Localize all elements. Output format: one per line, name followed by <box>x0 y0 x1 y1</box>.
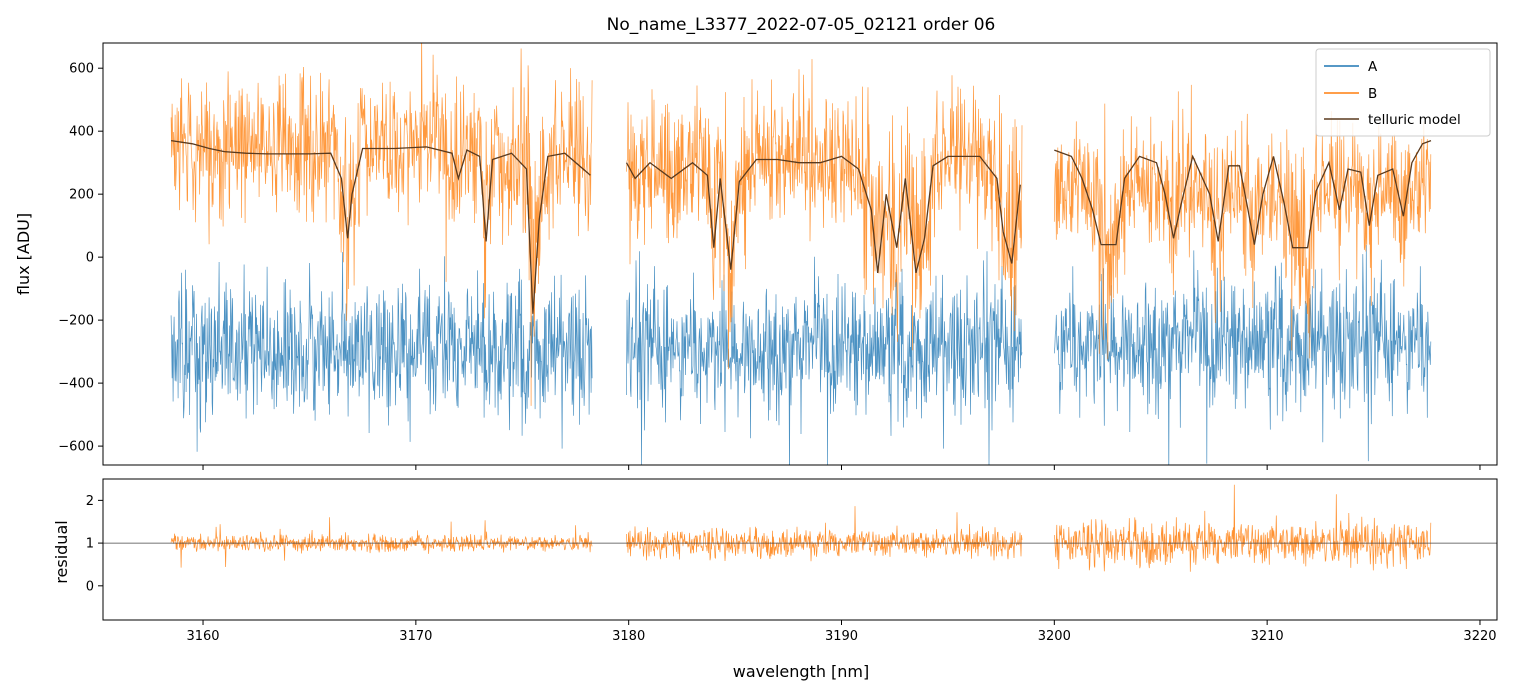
top-y-tick-label: −600 <box>58 440 94 455</box>
x-tick-label: 3190 <box>825 629 858 644</box>
telluric-model-line <box>171 139 1432 314</box>
bottom-axes-frame <box>102 478 1498 621</box>
bottom-y-ticks: 0 1 2 <box>86 494 103 594</box>
bottom-y-tick-label: 2 <box>86 494 94 509</box>
x-tick-label: 3180 <box>612 629 645 644</box>
legend-box <box>1315 48 1491 137</box>
top-y-tick-label: −400 <box>58 377 94 392</box>
x-axis-label: wavelength [nm] <box>733 662 870 681</box>
bottom-y-tick-label: 0 <box>86 579 94 594</box>
bottom-x-ticks: 3160 3170 3180 3190 3200 3210 3220 <box>186 620 1497 644</box>
x-tick-label: 3200 <box>1038 629 1071 644</box>
x-tick-label: 3220 <box>1463 629 1496 644</box>
top-plot-area <box>170 43 1432 465</box>
x-tick-label: 3210 <box>1251 629 1284 644</box>
bottom-y-axis-label: residual <box>52 520 71 583</box>
bottom-y-tick-label: 1 <box>86 537 94 552</box>
top-y-tick-label: 200 <box>69 188 94 203</box>
residual-line <box>170 484 1432 572</box>
top-panel: −600 −400 −200 0 200 400 600 flux [ADU] A B te… <box>14 42 1498 470</box>
bottom-plot-area <box>103 484 1497 572</box>
series-a-line <box>170 244 1432 465</box>
top-y-tick-label: 400 <box>69 125 94 140</box>
top-y-ticks: −600 −400 −200 0 200 400 600 <box>58 62 103 455</box>
x-tick-label: 3160 <box>186 629 219 644</box>
top-y-axis-label: flux [ADU] <box>14 213 33 295</box>
top-x-ticks <box>202 465 1481 470</box>
x-tick-label: 3170 <box>399 629 432 644</box>
top-axes-frame <box>102 42 1498 466</box>
legend-telluric-label: telluric model <box>1368 112 1461 128</box>
legend-b-label: B <box>1368 86 1377 102</box>
top-y-tick-label: 600 <box>69 62 94 77</box>
legend-a-label: A <box>1368 59 1378 75</box>
chart-title: No_name_L3377_2022-07-05_02121 order 06 <box>607 15 996 35</box>
top-y-tick-label: −200 <box>58 314 94 329</box>
series-b-line <box>170 43 1432 406</box>
legend: A B telluric model <box>1315 48 1491 137</box>
bottom-panel: 0 1 2 3160 3170 3180 3190 3200 3210 3220 residua… <box>52 478 1498 681</box>
top-y-tick-label: 0 <box>86 251 94 266</box>
